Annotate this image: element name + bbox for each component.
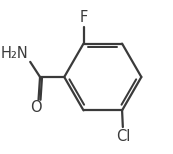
Text: H₂N: H₂N bbox=[1, 46, 29, 61]
Text: Cl: Cl bbox=[116, 129, 130, 144]
Text: F: F bbox=[79, 10, 88, 25]
Text: O: O bbox=[30, 100, 42, 116]
